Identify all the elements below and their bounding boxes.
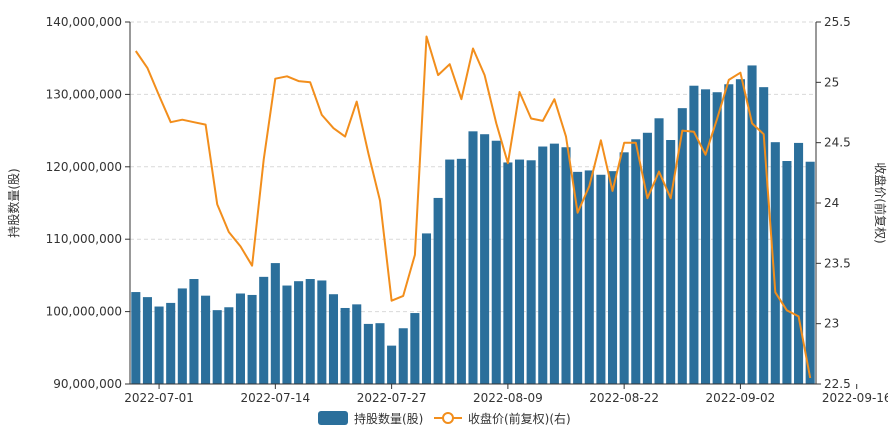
left-axis-title: 持股数量(股): [6, 168, 21, 237]
legend-bar-label: 持股数量(股): [354, 411, 423, 426]
x-tick-label: 2022-09-16: [822, 391, 888, 405]
holding-bar: [654, 118, 664, 385]
holding-bar: [607, 171, 618, 384]
holding-bar: [410, 313, 420, 384]
holding-bar: [201, 295, 211, 384]
right-tick-label: 24.5: [824, 136, 851, 150]
holding-bar: [724, 84, 734, 384]
right-tick-label: 23: [824, 317, 839, 331]
holding-bar: [177, 288, 187, 384]
holding-bar: [421, 233, 432, 384]
left-tick-label: 110,000,000: [46, 232, 122, 246]
holding-bar: [224, 307, 234, 384]
holding-bar: [468, 131, 478, 384]
holding-bar: [375, 323, 385, 384]
right-axis-title: 收盘价(前复权): [873, 162, 888, 243]
legend-bar-swatch: [318, 411, 348, 425]
left-tick-label: 120,000,000: [46, 160, 122, 174]
x-tick-label: 2022-08-09: [473, 391, 543, 405]
holding-bar: [352, 304, 362, 384]
holding-bar: [526, 160, 536, 384]
holding-bar: [712, 92, 722, 384]
left-tick-label: 140,000,000: [46, 15, 122, 29]
x-tick-label: 2022-07-01: [124, 391, 194, 405]
holding-bar: [247, 294, 257, 384]
right-tick-label: 25.5: [824, 15, 851, 29]
holding-bar: [480, 134, 490, 384]
holding-bar: [491, 140, 501, 384]
holding-bar: [166, 302, 176, 384]
holding-bar: [549, 143, 559, 384]
x-tick-label: 2022-07-14: [240, 391, 310, 405]
holding-bar: [456, 158, 466, 384]
holding-bar: [154, 306, 164, 384]
right-tick-label: 22.5: [824, 377, 851, 391]
holding-bar: [631, 139, 641, 384]
right-tick-label: 23.5: [824, 256, 851, 270]
holding-bar: [770, 142, 780, 384]
holding-bar: [666, 140, 676, 384]
holding-bar: [503, 162, 513, 384]
right-tick-label: 25: [824, 75, 839, 89]
holding-bar: [363, 323, 373, 384]
holding-bar: [398, 328, 408, 384]
holding-bar: [619, 152, 629, 384]
legend-line-marker: [442, 412, 454, 424]
legend-line-label: 收盘价(前复权)(右): [468, 411, 571, 426]
holding-bar: [538, 146, 548, 384]
holding-bar: [514, 159, 525, 384]
right-tick-label: 24: [824, 196, 839, 210]
left-tick-label: 130,000,000: [46, 87, 122, 101]
holding-bar: [584, 170, 594, 384]
holding-bar: [735, 79, 745, 385]
holding-bar: [282, 285, 292, 384]
holding-bar: [445, 159, 455, 384]
price-line: [134, 35, 812, 379]
holding-bar: [689, 85, 699, 384]
holding-bar: [433, 197, 443, 384]
holding-bar: [259, 276, 269, 384]
holding-bar: [642, 132, 652, 384]
x-tick-label: 2022-08-22: [589, 391, 659, 405]
holding-bar: [805, 161, 815, 384]
holding-bar: [131, 292, 141, 384]
holding-bar: [317, 280, 327, 384]
x-tick-label: 2022-07-27: [357, 391, 427, 405]
left-tick-label: 90,000,000: [53, 377, 122, 391]
holding-bar: [596, 174, 606, 384]
holding-bar: [561, 147, 571, 384]
holding-bar: [782, 161, 792, 384]
holding-bar: [340, 307, 350, 384]
holding-bar: [387, 345, 397, 384]
holding-bar: [328, 294, 339, 384]
holding-bar: [142, 297, 152, 384]
holding-bar: [573, 171, 583, 384]
holding-bar: [305, 279, 315, 384]
holding-bar: [701, 89, 711, 384]
holding-bar: [235, 293, 245, 384]
holding-bar: [270, 263, 280, 384]
holding-bar: [189, 279, 199, 384]
holding-bar: [677, 108, 687, 384]
holding-bar: [747, 65, 757, 384]
left-tick-label: 100,000,000: [46, 305, 122, 319]
holding-bar: [794, 142, 804, 384]
x-tick-label: 2022-09-02: [706, 391, 776, 405]
holding-bar: [212, 310, 222, 384]
holding-bar: [759, 87, 769, 384]
holding-bar: [294, 281, 304, 384]
